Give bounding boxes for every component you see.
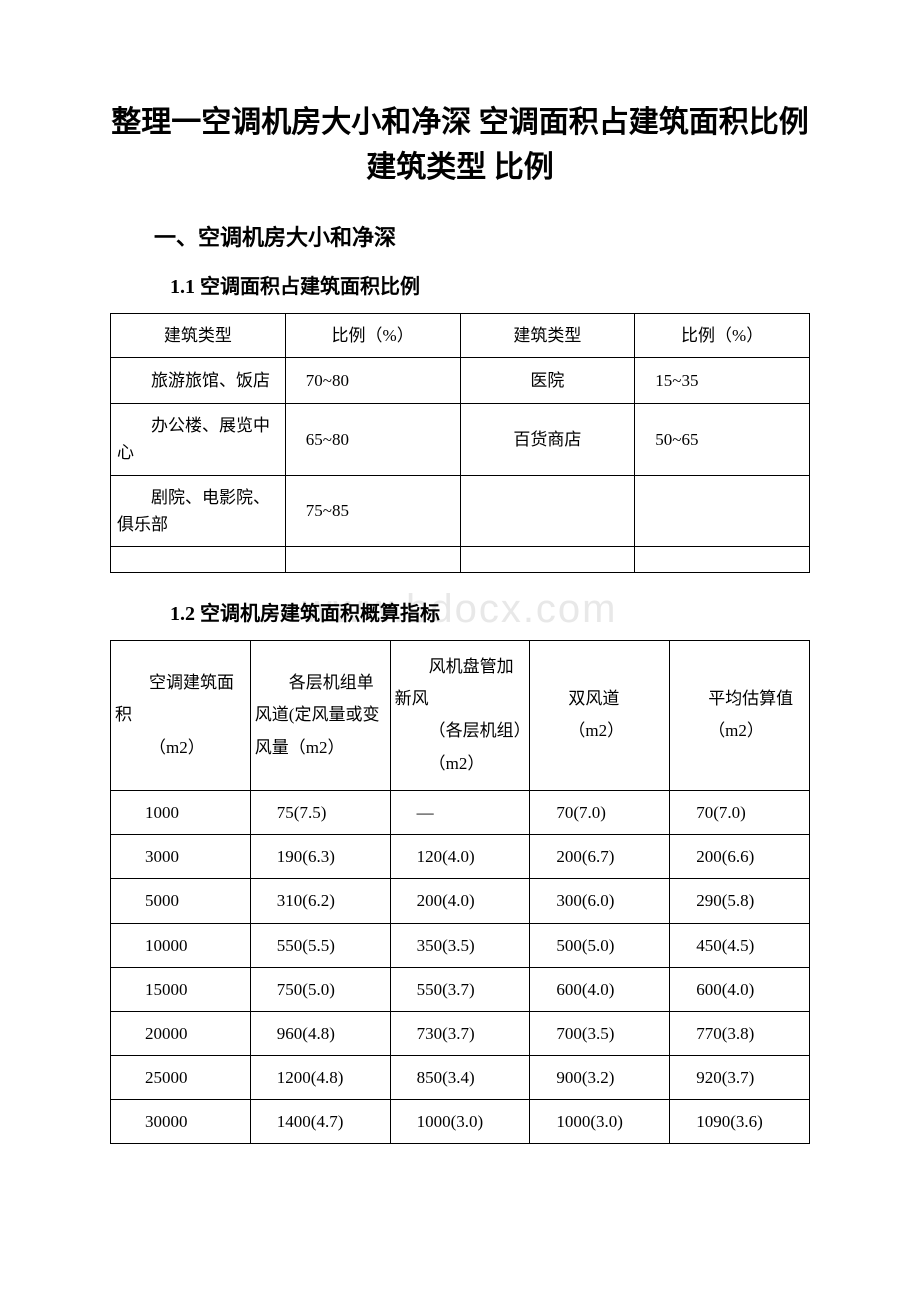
cell: 75(7.5) (250, 790, 390, 834)
subsection-1-2-heading: 1.2 空调机房建筑面积概算指标 (110, 597, 810, 626)
cell: 300(6.0) (530, 879, 670, 923)
area-estimate-table: 空调建筑面积 （m2） 各层机组单风道(定风量或变风量（m2） 风机盘管加新风 … (110, 640, 810, 1145)
table-row: 5000 310(6.2) 200(4.0) 300(6.0) 290(5.8) (111, 879, 810, 923)
col-header: 风机盘管加新风 （各层机组） （m2） (390, 640, 530, 790)
cell: 1400(4.7) (250, 1100, 390, 1144)
cell: 70~80 (285, 358, 460, 404)
col-header: 空调建筑面积 （m2） (111, 640, 251, 790)
cell: 办公楼、展览中心 (111, 404, 286, 475)
table-empty-row (111, 546, 810, 572)
cell: 1200(4.8) (250, 1056, 390, 1100)
table-row: 1000 75(7.5) — 70(7.0) 70(7.0) (111, 790, 810, 834)
cell: 3000 (111, 835, 251, 879)
header-line: （m2） (395, 748, 526, 780)
cell: 1090(3.6) (670, 1100, 810, 1144)
cell: 310(6.2) (250, 879, 390, 923)
cell: 900(3.2) (530, 1056, 670, 1100)
cell: 25000 (111, 1056, 251, 1100)
table-header-row: 空调建筑面积 （m2） 各层机组单风道(定风量或变风量（m2） 风机盘管加新风 … (111, 640, 810, 790)
table-row: 剧院、电影院、俱乐部 75~85 (111, 475, 810, 546)
header-line: 风机盘管加新风 (395, 651, 526, 716)
cell: 70(7.0) (530, 790, 670, 834)
cell: 600(4.0) (670, 967, 810, 1011)
cell: 15000 (111, 967, 251, 1011)
cell (111, 546, 286, 572)
cell (635, 546, 810, 572)
cell: 1000 (111, 790, 251, 834)
cell: 290(5.8) (670, 879, 810, 923)
table-row: 3000 190(6.3) 120(4.0) 200(6.7) 200(6.6) (111, 835, 810, 879)
table-row: 20000 960(4.8) 730(3.7) 700(3.5) 770(3.8… (111, 1011, 810, 1055)
table-row: 30000 1400(4.7) 1000(3.0) 1000(3.0) 1090… (111, 1100, 810, 1144)
cell: 770(3.8) (670, 1011, 810, 1055)
document-title: 整理一空调机房大小和净深 空调面积占建筑面积比例 建筑类型 比例 (110, 100, 810, 190)
cell: 百货商店 (460, 404, 635, 475)
col-header: 比例（%） (635, 314, 810, 358)
table-row: 25000 1200(4.8) 850(3.4) 900(3.2) 920(3.… (111, 1056, 810, 1100)
table-row: 旅游旅馆、饭店 70~80 医院 15~35 (111, 358, 810, 404)
section-heading: 一、空调机房大小和净深 (110, 220, 810, 252)
cell: 750(5.0) (250, 967, 390, 1011)
cell: 20000 (111, 1011, 251, 1055)
col-header: 双风道 （m2） (530, 640, 670, 790)
cell: 450(4.5) (670, 923, 810, 967)
cell: 15~35 (635, 358, 810, 404)
cell: 1000(3.0) (530, 1100, 670, 1144)
cell: 70(7.0) (670, 790, 810, 834)
col-header: 各层机组单风道(定风量或变风量（m2） (250, 640, 390, 790)
table-header-row: 建筑类型 比例（%） 建筑类型 比例（%） (111, 314, 810, 358)
ratio-table: 建筑类型 比例（%） 建筑类型 比例（%） 旅游旅馆、饭店 70~80 医院 1… (110, 313, 810, 573)
cell (460, 546, 635, 572)
cell: 850(3.4) (390, 1056, 530, 1100)
table-row: 10000 550(5.5) 350(3.5) 500(5.0) 450(4.5… (111, 923, 810, 967)
cell: 5000 (111, 879, 251, 923)
cell: 65~80 (285, 404, 460, 475)
cell: 30000 (111, 1100, 251, 1144)
header-line: （m2） (534, 715, 665, 747)
cell: 200(4.0) (390, 879, 530, 923)
cell: 350(3.5) (390, 923, 530, 967)
cell: 200(6.7) (530, 835, 670, 879)
col-header: 比例（%） (285, 314, 460, 358)
header-line: 平均估算值 (674, 683, 805, 715)
header-line: 双风道 (534, 683, 665, 715)
header-line: （m2） (115, 732, 246, 764)
cell: 120(4.0) (390, 835, 530, 879)
header-line: 空调建筑面积 (115, 667, 246, 732)
cell: 10000 (111, 923, 251, 967)
col-header: 建筑类型 (460, 314, 635, 358)
cell: 200(6.6) (670, 835, 810, 879)
cell: 920(3.7) (670, 1056, 810, 1100)
subsection-1-1-heading: 1.1 空调面积占建筑面积比例 (110, 270, 810, 299)
cell: 50~65 (635, 404, 810, 475)
col-header: 平均估算值 （m2） (670, 640, 810, 790)
cell: 550(3.7) (390, 967, 530, 1011)
header-line: 各层机组单风道(定风量或变风量（m2） (255, 667, 386, 764)
header-line: （m2） (674, 715, 805, 747)
cell: 旅游旅馆、饭店 (111, 358, 286, 404)
cell: — (390, 790, 530, 834)
table-row: 办公楼、展览中心 65~80 百货商店 50~65 (111, 404, 810, 475)
cell: 960(4.8) (250, 1011, 390, 1055)
cell: 550(5.5) (250, 923, 390, 967)
cell: 600(4.0) (530, 967, 670, 1011)
cell (635, 475, 810, 546)
cell: 75~85 (285, 475, 460, 546)
cell: 730(3.7) (390, 1011, 530, 1055)
cell (285, 546, 460, 572)
cell: 1000(3.0) (390, 1100, 530, 1144)
cell (460, 475, 635, 546)
cell: 700(3.5) (530, 1011, 670, 1055)
table-row: 15000 750(5.0) 550(3.7) 600(4.0) 600(4.0… (111, 967, 810, 1011)
cell: 190(6.3) (250, 835, 390, 879)
header-line: （各层机组） (395, 715, 526, 747)
col-header: 建筑类型 (111, 314, 286, 358)
cell: 剧院、电影院、俱乐部 (111, 475, 286, 546)
cell: 500(5.0) (530, 923, 670, 967)
cell: 医院 (460, 358, 635, 404)
